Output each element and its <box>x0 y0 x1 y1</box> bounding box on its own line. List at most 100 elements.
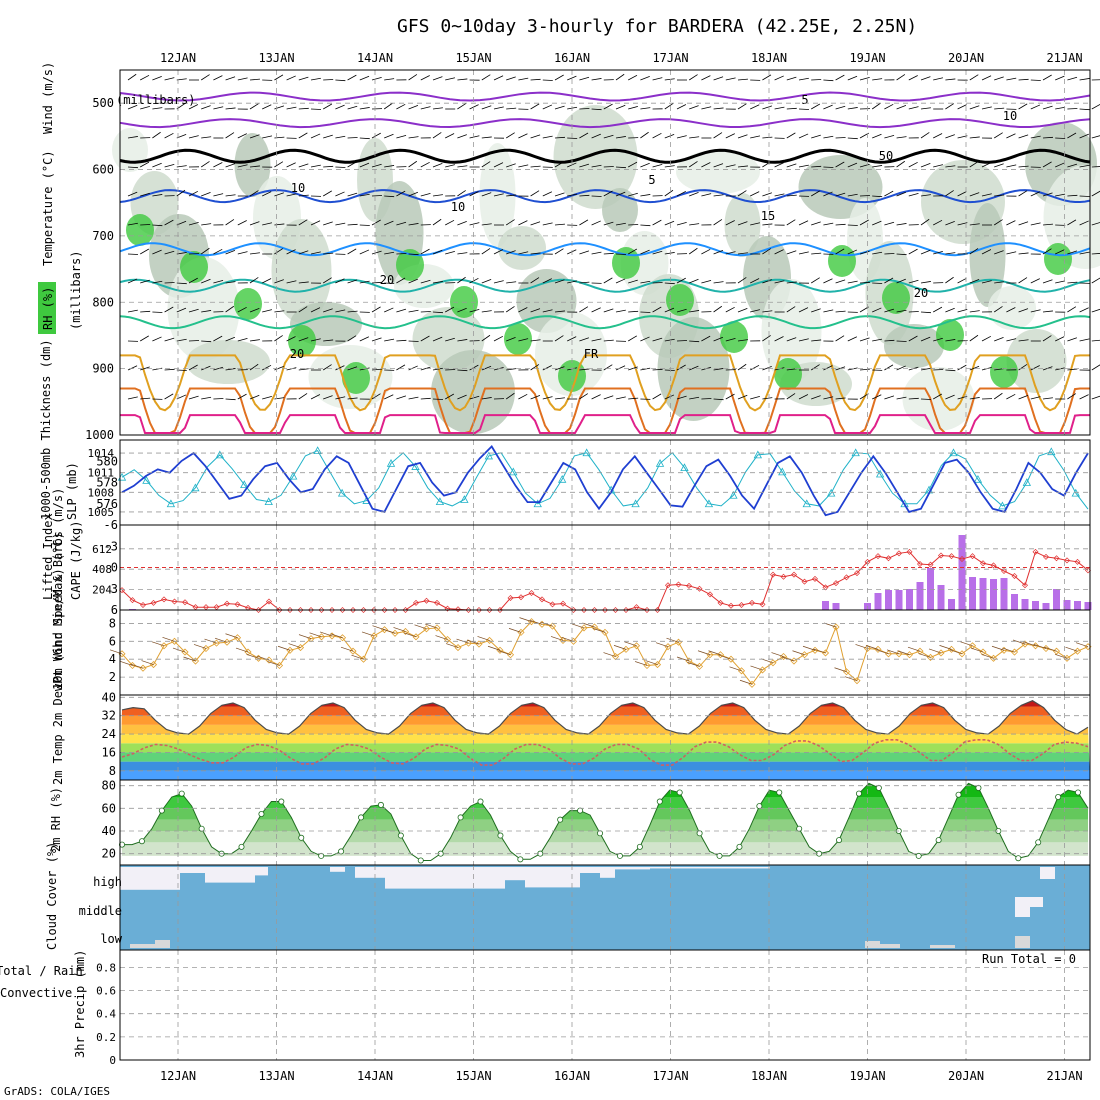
wind-barb <box>1006 338 1017 342</box>
wind-barb <box>920 107 931 110</box>
wind-barb <box>188 364 198 371</box>
lifted-index-point <box>591 607 598 613</box>
wind-barb <box>530 277 540 284</box>
wind-barb <box>762 105 773 110</box>
wind-barb <box>872 195 883 198</box>
thickness-tick: 580 <box>96 454 118 468</box>
wind-barb <box>432 107 443 110</box>
rh-shade-blob <box>761 279 822 383</box>
surface-wind-barb <box>718 654 732 660</box>
surface-wind-barb <box>162 636 175 642</box>
surface-wind-barb <box>876 649 889 655</box>
temp2m-marks <box>120 700 1090 780</box>
wind-barb <box>493 106 504 110</box>
surface-wind-barb <box>309 632 322 638</box>
wind-barb <box>298 368 309 371</box>
surface-wind-barb <box>277 645 291 651</box>
wind-barb <box>786 132 796 139</box>
wind-barb <box>676 135 687 139</box>
thickness-point <box>289 471 298 480</box>
surface-wind-barb <box>1075 642 1089 648</box>
precip-axes: 0 0.2 0.4 0.6 0.8 <box>96 950 1090 1067</box>
wind-barb <box>1067 194 1078 197</box>
wind-barb <box>1018 277 1028 284</box>
wind-barb <box>798 220 809 226</box>
lifted-index-axis-label: Lifted Index <box>41 513 55 600</box>
wind-barb <box>701 398 712 400</box>
surface-wind-barb <box>246 653 259 659</box>
wind-barb <box>530 339 541 342</box>
wind-barb <box>945 221 955 226</box>
wind-barb <box>506 368 517 371</box>
wind-barb <box>481 136 492 139</box>
wind-barb <box>1030 278 1040 284</box>
wind-barb <box>933 369 944 371</box>
wind-barb <box>322 190 332 197</box>
lifted-index-point <box>528 590 535 596</box>
rh-band <box>122 797 1088 809</box>
lifted-index-point <box>885 555 892 562</box>
rh-band <box>122 819 1088 831</box>
wind-barb <box>152 76 162 81</box>
lifted-index-point <box>518 594 524 601</box>
wind-barb <box>823 79 834 82</box>
wind-barb <box>481 365 492 371</box>
surface-wind-barb <box>897 650 910 656</box>
cape-tick: 408 <box>92 563 112 576</box>
wind-barb <box>945 78 956 81</box>
wind-barb <box>237 338 248 342</box>
surface-wind-barb <box>414 624 427 630</box>
lifted-index-point <box>917 560 923 567</box>
wind-barb <box>1067 306 1077 313</box>
wind-barb <box>298 194 309 197</box>
wind-barb <box>201 192 211 197</box>
rh-high-blob <box>720 321 748 353</box>
pressure-unit-label: (millibars) <box>116 93 195 107</box>
wind-barb <box>1079 195 1090 197</box>
wind-barb <box>994 281 1005 284</box>
wind-barb <box>701 106 712 110</box>
wind-barb <box>408 160 418 168</box>
wind-barb <box>884 277 894 284</box>
precip-tick: 0 <box>109 1054 116 1067</box>
wind-barb <box>542 222 553 226</box>
wind-barb <box>750 396 760 400</box>
wind-barb <box>371 132 381 139</box>
lifted-index-point <box>1064 557 1070 564</box>
wind-barb <box>591 338 602 342</box>
wind-barb <box>518 220 528 226</box>
cape-bar <box>1042 603 1050 610</box>
wind-barb <box>335 222 346 226</box>
wind-barb <box>993 306 1003 313</box>
wind-barb <box>615 222 626 226</box>
wind-barb <box>408 396 419 400</box>
wind-barb <box>298 250 309 255</box>
rh2m-point <box>477 798 484 805</box>
wind-barb <box>652 337 663 342</box>
wind-barb <box>371 250 382 255</box>
wind-barb <box>786 76 797 81</box>
rh2m-axis-label: 2m RH (%) <box>49 787 63 852</box>
surface-wind-barb <box>991 645 1005 651</box>
wind-barb <box>1055 336 1065 342</box>
wind-barb <box>347 223 358 226</box>
wind-barb <box>237 220 247 226</box>
wind-barbs <box>127 73 1100 401</box>
wind-barb <box>347 105 358 110</box>
wind-barb <box>420 75 430 81</box>
surface-wind-barb <box>393 627 406 632</box>
top-date-axis: 12JAN 13JAN 14JAN 15JAN 16JAN 17JAN 18JAN 19JAN… <box>160 51 1083 65</box>
wind-barb <box>127 253 139 255</box>
precip-convective-label: Convective <box>0 986 72 1000</box>
wind-barb <box>481 223 492 226</box>
wind-barb <box>188 222 199 226</box>
wind-barb <box>640 249 650 255</box>
wind-barb <box>140 74 150 81</box>
wind-barb <box>725 251 736 255</box>
surface-wind-barb <box>130 663 144 669</box>
lifted-index-point <box>423 597 430 604</box>
lifted-index-point <box>581 607 587 613</box>
surface-wind-barb <box>844 676 858 682</box>
wind-barb <box>579 194 590 197</box>
wind-barb <box>774 193 785 197</box>
